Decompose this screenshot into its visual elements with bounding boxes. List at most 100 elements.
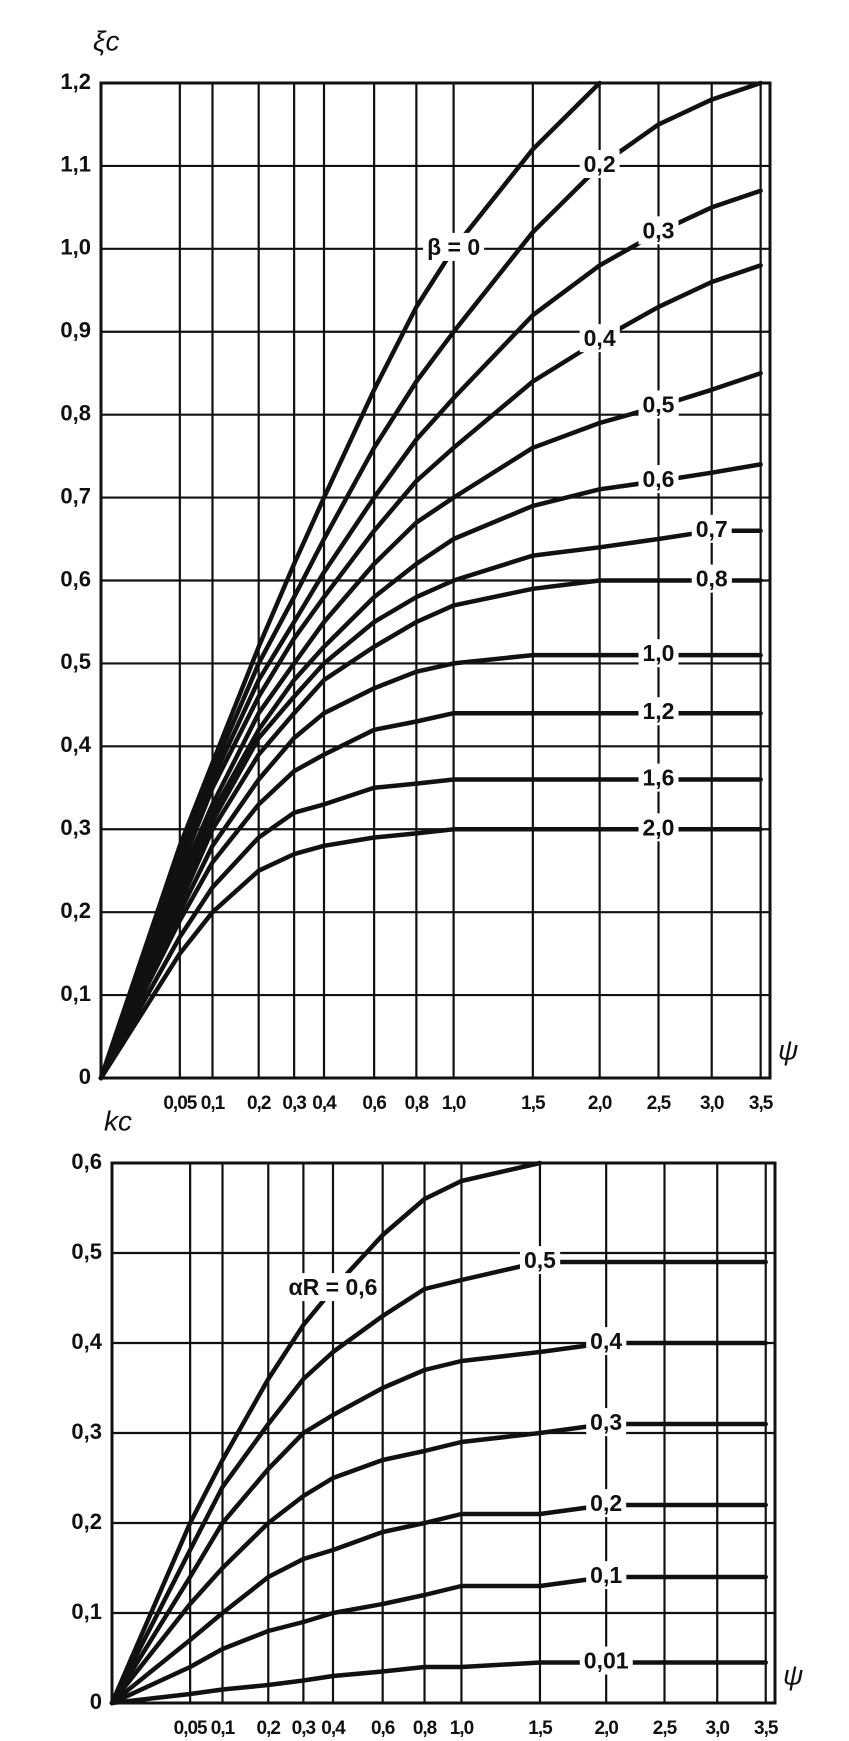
curve-label-bg	[284, 1273, 382, 1302]
x-tick-label: 3,5	[754, 1718, 779, 1739]
y-tick-label: 0,3	[71, 1419, 102, 1444]
x-axis-title: ψ	[778, 1034, 798, 1065]
curve-label: 0,2	[590, 1490, 622, 1516]
x-tick-label: 3,5	[749, 1093, 774, 1114]
curve-label: 1,0	[643, 640, 675, 666]
curve-label: αR = 0,6	[289, 1274, 378, 1300]
curve-label-bg	[586, 1327, 627, 1356]
curve-label: 0,2	[584, 151, 616, 177]
y-tick-label: 1,1	[60, 152, 91, 177]
curve-label-bg	[638, 763, 679, 792]
curve	[109, 1574, 768, 1706]
curve-label: 0,5	[524, 1247, 556, 1273]
curve-label-bg	[579, 149, 620, 178]
x-tick-label: 0,8	[405, 1093, 429, 1114]
y-tick-label: 0	[90, 1689, 102, 1714]
x-tick-label: 0,05	[163, 1093, 197, 1114]
curve-label-bg	[519, 1246, 561, 1275]
curve	[109, 1421, 768, 1706]
curve-label: 0,6	[643, 466, 675, 492]
curve-label: 0,4	[590, 1328, 622, 1354]
x-tick-label: 0,2	[247, 1093, 271, 1114]
curve	[98, 528, 763, 1081]
y-axis-title: ξc	[93, 25, 120, 56]
y-tick-label: 0,2	[60, 898, 91, 923]
curve-label: 0,3	[590, 1409, 622, 1435]
y-tick-label: 0,4	[71, 1329, 102, 1354]
curve-label-bg	[638, 465, 679, 494]
y-tick-label: 0,3	[60, 815, 91, 840]
curve	[109, 1660, 768, 1706]
y-tick-label: 0,4	[60, 732, 91, 757]
curve-label-bg	[638, 216, 679, 245]
y-tick-label: 0,9	[60, 318, 91, 343]
x-tick-label: 0,8	[413, 1718, 437, 1739]
y-tick-label: 1,0	[60, 235, 91, 260]
curve-label-bg	[638, 697, 679, 726]
curve-label: 0,3	[643, 217, 675, 243]
y-tick-label: 0,5	[60, 649, 91, 674]
curve	[98, 80, 602, 1081]
curve-label: 2,0	[643, 814, 675, 840]
x-tick-label: 0,05	[174, 1718, 208, 1739]
curve	[98, 188, 763, 1081]
y-tick-label: 0,8	[60, 400, 91, 425]
x-tick-label: 2,0	[588, 1093, 612, 1114]
curve-label: 0,5	[643, 391, 675, 417]
x-axis-title: ψ	[783, 1659, 803, 1690]
curve-label: 1,2	[643, 698, 675, 724]
x-tick-label: 0,3	[292, 1718, 316, 1739]
curve-label: 0,1	[590, 1562, 622, 1588]
x-tick-label: 1,0	[442, 1093, 466, 1114]
x-tick-label: 0,1	[201, 1093, 226, 1114]
x-tick-label: 0,6	[371, 1718, 395, 1739]
x-tick-label: 2,5	[653, 1718, 678, 1739]
x-tick-label: 0,3	[282, 1093, 306, 1114]
curve-label-bg	[586, 1561, 627, 1590]
curve-label-bg	[579, 324, 620, 353]
y-tick-label: 0,6	[60, 566, 91, 591]
curve-label-bg	[638, 390, 679, 419]
curve-label-bg	[691, 514, 732, 543]
curve	[109, 1340, 768, 1706]
curve	[98, 578, 763, 1081]
curve-label-bg	[638, 813, 679, 842]
curve-label: 1,6	[643, 765, 675, 791]
curve	[109, 1502, 768, 1706]
x-tick-label: 3,0	[700, 1093, 724, 1114]
curve-label: 0,4	[584, 325, 616, 351]
curve	[98, 263, 763, 1081]
curve-label: 0,7	[696, 516, 728, 542]
y-axis-title: kc	[104, 1105, 132, 1136]
x-tick-label: 0,4	[321, 1718, 346, 1739]
x-tick-label: 0,2	[257, 1718, 281, 1739]
y-tick-label: 0,5	[71, 1239, 102, 1264]
x-tick-label: 2,0	[594, 1718, 618, 1739]
y-tick-label: 0,6	[71, 1149, 102, 1174]
curve-label: β = 0	[427, 234, 480, 260]
x-tick-label: 1,5	[528, 1718, 553, 1739]
curve	[109, 1160, 543, 1706]
curve	[98, 80, 763, 1081]
x-tick-label: 0,4	[312, 1093, 337, 1114]
x-tick-label: 1,5	[521, 1093, 546, 1114]
curve-label-bg	[586, 1408, 627, 1437]
curve	[109, 1259, 768, 1706]
curve-label: 0,01	[584, 1648, 629, 1674]
curve-label: 0,8	[696, 566, 728, 592]
y-tick-label: 0,7	[60, 483, 91, 508]
curve-label-bg	[579, 1646, 633, 1675]
y-tick-label: 0,1	[60, 981, 91, 1006]
curve-label-bg	[423, 232, 485, 261]
y-tick-label: 1,2	[60, 69, 91, 94]
plot-frame	[99, 81, 772, 1080]
curve-label-bg	[638, 639, 679, 668]
x-tick-label: 0,6	[362, 1093, 386, 1114]
y-tick-label: 0	[79, 1064, 91, 1089]
x-tick-label: 2,5	[647, 1093, 672, 1114]
curve-label-bg	[586, 1489, 627, 1518]
curve-label-bg	[691, 564, 732, 593]
plot-frame	[110, 1161, 777, 1705]
